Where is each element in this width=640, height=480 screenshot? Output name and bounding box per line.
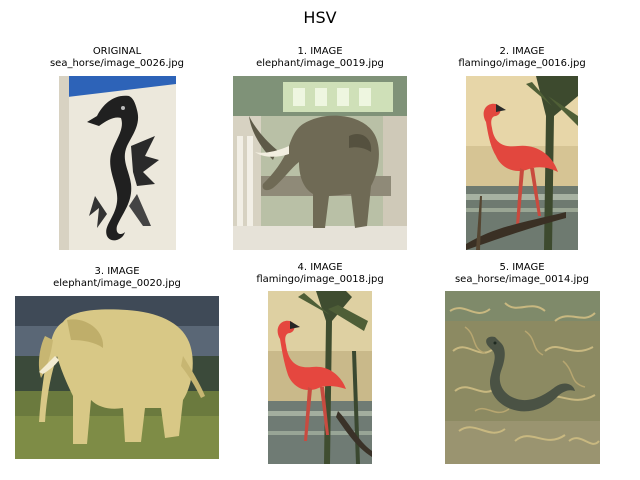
panel-path: elephant/image_0020.jpg [53, 278, 181, 289]
panel-caption-original: ORIGINAL sea_horse/image_0026.jpg [17, 46, 217, 70]
panel-path: sea_horse/image_0026.jpg [49, 58, 185, 69]
panel-heading: ORIGINAL [92, 46, 142, 57]
panel-caption-5: 5. IMAGE sea_horse/image_0014.jpg [422, 262, 622, 286]
thumbnail-5-sea-horse [445, 291, 600, 464]
panel-path: flamingo/image_0018.jpg [256, 274, 384, 285]
panel-path: flamingo/image_0016.jpg [458, 58, 586, 69]
thumbnail-2-flamingo [466, 76, 578, 250]
panel-caption-1: 1. IMAGE elephant/image_0019.jpg [220, 46, 420, 70]
thumbnail-3-elephant [15, 296, 219, 459]
panel-caption-4: 4. IMAGE flamingo/image_0018.jpg [220, 262, 420, 286]
panel-caption-3: 3. IMAGE elephant/image_0020.jpg [17, 266, 217, 290]
panel-path: sea_horse/image_0014.jpg [454, 274, 590, 285]
panel-path: elephant/image_0019.jpg [256, 58, 384, 69]
thumbnail-1-elephant [233, 76, 407, 250]
figure-title: HSV [303, 8, 337, 27]
thumbnail-original-sea-horse [59, 76, 176, 250]
panel-heading: 3. IMAGE [94, 266, 140, 277]
panel-caption-2: 2. IMAGE flamingo/image_0016.jpg [422, 46, 622, 70]
panel-heading: 5. IMAGE [499, 262, 545, 273]
panel-heading: 4. IMAGE [297, 262, 343, 273]
thumbnail-4-flamingo [268, 291, 372, 464]
panel-heading: 1. IMAGE [297, 46, 343, 57]
panel-heading: 2. IMAGE [499, 46, 545, 57]
